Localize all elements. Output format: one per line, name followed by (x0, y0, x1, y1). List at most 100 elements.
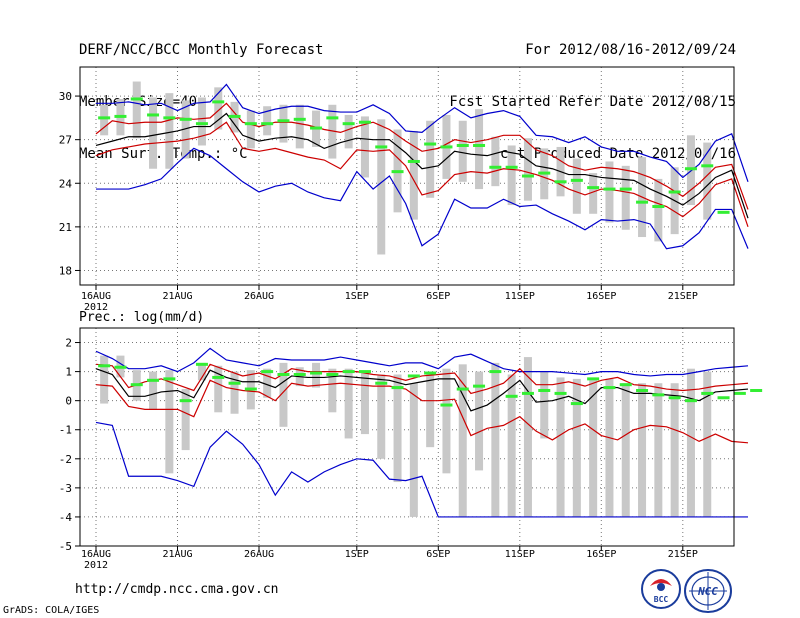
box-bar (589, 173, 598, 214)
mean-marker (195, 362, 208, 366)
mean-marker (619, 187, 632, 191)
mean-marker (684, 167, 697, 171)
box-bar (458, 120, 467, 182)
box-bar (491, 136, 500, 187)
box-bar (263, 368, 272, 398)
mean-marker (114, 365, 127, 369)
mean-marker (473, 384, 486, 388)
box-bar (393, 374, 402, 483)
box-bar (458, 364, 467, 517)
x-tick-label: 16SEP (586, 549, 616, 560)
mean-marker (750, 388, 763, 392)
box-bar (181, 389, 190, 451)
mean-marker (407, 374, 420, 378)
box-bar (100, 355, 109, 404)
x-tick-label: 21SEP (668, 291, 698, 302)
box-bar (165, 370, 174, 474)
box-bar (426, 371, 435, 448)
mean-marker (636, 200, 649, 204)
box-bar (703, 371, 712, 517)
box-bar (214, 365, 223, 413)
mean-marker (98, 116, 111, 120)
box-bar (621, 165, 630, 230)
box-bar (523, 357, 532, 517)
produced-date: Fcst Produced Date 2012/08/16 (491, 146, 736, 162)
mean-marker (440, 145, 453, 149)
median-line (95, 112, 749, 219)
mean-marker (456, 143, 469, 147)
x-tick-label: 16AUG (81, 291, 111, 302)
x-tick-label: 21SEP (668, 549, 698, 560)
box-bar (214, 87, 223, 130)
y-tick-label: 18 (59, 264, 72, 277)
x-year-label: 2012 (84, 560, 108, 571)
mean-marker (701, 164, 714, 168)
mean-marker (587, 377, 600, 381)
mean-marker (358, 120, 371, 124)
mean-marker (293, 373, 306, 377)
x-tick-label: 26AUG (244, 549, 274, 560)
box-bar (197, 362, 206, 381)
box-bar (654, 383, 663, 517)
mean-marker (701, 391, 714, 395)
box-bar (507, 374, 516, 517)
mean-marker (326, 116, 339, 120)
box-bar (670, 383, 679, 517)
mean-marker (310, 126, 323, 130)
mean-marker (228, 381, 241, 385)
mean-marker (538, 388, 551, 392)
box-bar (475, 371, 484, 471)
box-bar (491, 362, 500, 517)
plot-frame (79, 66, 735, 286)
mean-marker (489, 370, 502, 374)
y-tick-label: 2 (65, 337, 72, 350)
y-tick-label: 27 (59, 134, 72, 147)
box-bar (149, 371, 158, 410)
box-bar (165, 93, 174, 169)
ncc-logo: NCC (683, 568, 733, 618)
box-bar (556, 377, 565, 517)
panel-title: Prec.: log(mm/d) (79, 310, 204, 325)
source-url[interactable]: http://cmdp.ncc.cma.gov.cn (75, 582, 279, 597)
box-bar (360, 116, 369, 178)
quartile-line-high (95, 102, 749, 210)
y-tick-label: 24 (59, 177, 73, 190)
chart-panel-2: -5 -4 -3 -2 -1 0 1 2 16AUG 21AUG 26AUG 1SEP 6SEP 11SE… (59, 310, 763, 571)
x-tick-label: 1SEP (345, 549, 369, 560)
box-bar (605, 161, 614, 223)
x-tick-label: 21AUG (162, 549, 192, 560)
mean-marker (424, 142, 437, 146)
mean-marker (114, 114, 127, 118)
box-bar (263, 106, 272, 136)
mean-marker (163, 377, 176, 381)
mean-marker (375, 145, 388, 149)
mean-marker (195, 122, 208, 126)
mean-marker (636, 388, 649, 392)
mean-marker (179, 399, 192, 403)
mean-marker (521, 391, 534, 395)
chart-panel-1: 18 21 24 27 30 16AUG 21AUG 26AUG 1SEP 6SEP 11SEP 16… (59, 66, 749, 313)
mean-marker (147, 378, 160, 382)
y-tick-label: -3 (59, 482, 72, 495)
box-bar (523, 138, 532, 201)
mean-marker (603, 386, 616, 390)
box-bar (279, 104, 288, 143)
box-bar (475, 109, 484, 190)
box-bar (409, 130, 418, 220)
mean-marker (391, 170, 404, 174)
box-bar (507, 145, 516, 206)
box-bar (540, 371, 549, 439)
box-bar (149, 97, 158, 169)
extreme-line-low (96, 147, 749, 250)
mean-marker (375, 381, 388, 385)
mean-marker (163, 116, 176, 120)
box-bar (328, 104, 337, 159)
bcc-logo: BCC (640, 568, 682, 614)
mean-marker (147, 113, 160, 117)
mean-marker (668, 190, 681, 194)
box-bar (197, 97, 206, 146)
mean-marker (587, 186, 600, 190)
box-bar (572, 378, 581, 517)
mean-marker (326, 373, 339, 377)
